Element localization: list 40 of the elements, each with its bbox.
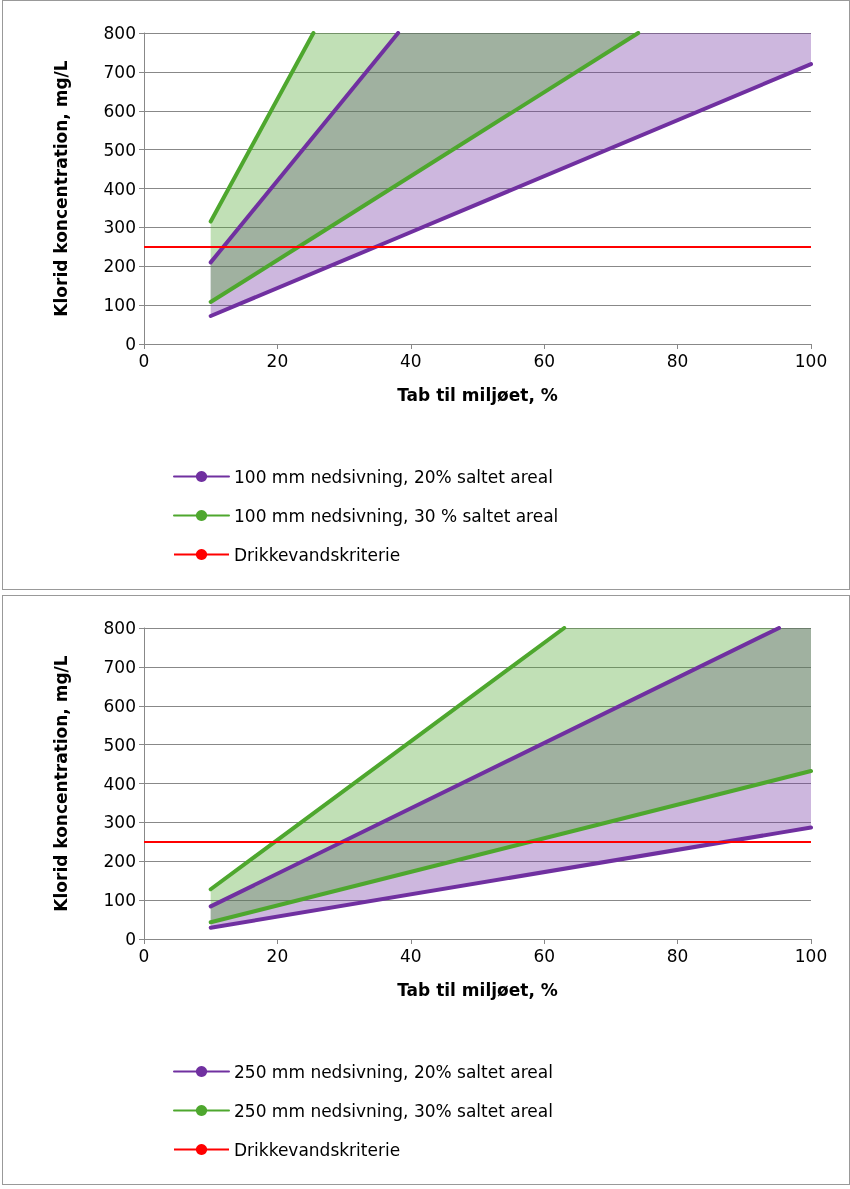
y-tick-label: 400 <box>103 773 136 794</box>
x-tick-label: 60 <box>533 945 556 966</box>
x-tick-label: 100 <box>794 945 828 966</box>
x-tick-label: 20 <box>266 350 289 371</box>
x-tick-label: 0 <box>138 350 150 371</box>
y-tick-label: 0 <box>125 334 136 354</box>
y-axis-title: Klorid koncentration, mg/L <box>50 60 71 317</box>
y-tick-label: 500 <box>103 139 136 160</box>
x-axis-title: Tab til miljøet, % <box>397 979 558 1000</box>
y-axis-title: Klorid koncentration, mg/L <box>50 655 71 912</box>
y-tick-label: 100 <box>103 295 136 316</box>
legend-label: 100 mm nedsivning, 20% saltet areal <box>234 466 553 487</box>
legend-label: 100 mm nedsivning, 30 % saltet areal <box>234 505 559 526</box>
x-axis-title: Tab til miljøet, % <box>397 384 558 405</box>
x-tick-label: 80 <box>666 945 689 966</box>
y-tick-label: 200 <box>103 256 136 277</box>
y-tick-label: 600 <box>103 695 136 716</box>
y-tick-label: 800 <box>103 618 136 638</box>
legend-label: Drikkevandskriterie <box>234 544 401 565</box>
y-tick-label: 300 <box>103 217 136 238</box>
y-tick-label: 100 <box>103 890 136 911</box>
x-tick-label: 60 <box>533 350 556 371</box>
x-tick-label: 40 <box>399 350 422 371</box>
y-tick-label: 500 <box>103 734 136 755</box>
x-tick-label: 80 <box>666 350 689 371</box>
y-tick-label: 0 <box>125 929 136 949</box>
x-tick-label: 40 <box>399 945 422 966</box>
y-tick-label: 700 <box>103 656 136 677</box>
y-tick-label: 200 <box>103 851 136 872</box>
y-tick-label: 400 <box>103 178 136 199</box>
y-tick-label: 300 <box>103 812 136 833</box>
y-tick-label: 800 <box>103 23 136 43</box>
legend-label: 250 mm nedsivning, 20% saltet areal <box>234 1061 553 1082</box>
y-tick-label: 600 <box>103 100 136 121</box>
legend-label: 250 mm nedsivning, 30% saltet areal <box>234 1100 553 1121</box>
x-tick-label: 20 <box>266 945 289 966</box>
x-tick-label: 0 <box>138 945 150 966</box>
legend-label: Drikkevandskriterie <box>234 1139 401 1160</box>
x-tick-label: 100 <box>794 350 828 371</box>
y-tick-label: 700 <box>103 61 136 82</box>
